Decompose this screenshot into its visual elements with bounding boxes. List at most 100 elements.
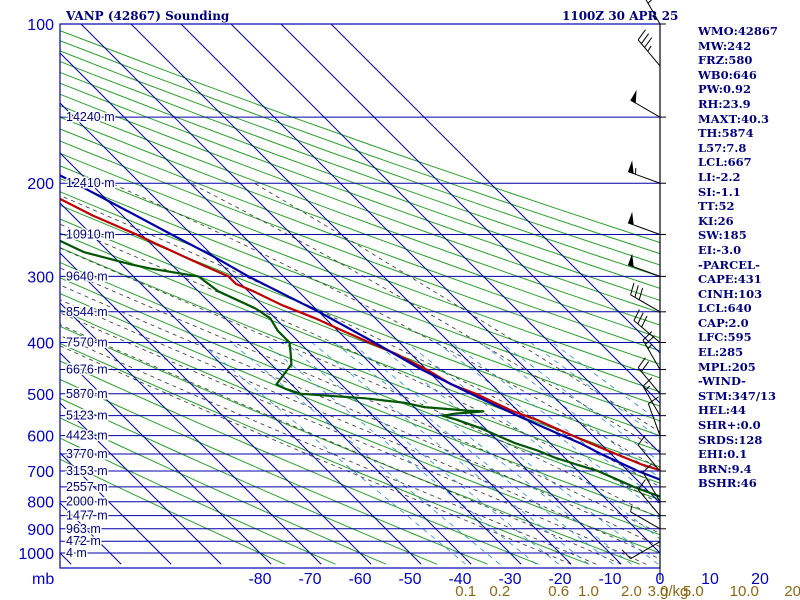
dry-adiabat-line — [60, 247, 660, 484]
pressure-tick-label: 300 — [27, 269, 54, 286]
mixing-ratio-tick-label: 3.0 — [648, 583, 669, 600]
dry-adiabat-line — [60, 82, 660, 301]
pressure-unit-label: mb — [32, 571, 54, 588]
dry-adiabat-line — [60, 178, 660, 407]
dry-adiabat-line — [60, 261, 660, 501]
height-label: 5123 m — [66, 409, 108, 423]
index-line: CAPE:431 — [698, 272, 762, 287]
mixing-ratio-line — [551, 342, 660, 423]
dewpoint-trace — [60, 239, 660, 498]
mixing-ratio-line — [374, 342, 659, 565]
dry-adiabat-line — [60, 360, 539, 565]
index-line: SHR+:0.0 — [698, 418, 761, 433]
dry-adiabat-line — [60, 116, 660, 339]
moist-adiabat-line — [60, 284, 660, 548]
isotherm-line — [60, 102, 522, 565]
mixing-ratio-tick-label: 5.0 — [683, 583, 704, 600]
moist-adiabat-line — [111, 182, 660, 470]
mixing-ratio-tick-label: 10.0 — [730, 583, 759, 600]
isotherm-line — [60, 302, 322, 565]
wind-barb — [647, 396, 661, 436]
temperature-tick-label: 20 — [751, 571, 769, 588]
dry-adiabat-line — [60, 342, 590, 565]
height-label: 472 m — [66, 534, 101, 548]
index-line: EHI:0.1 — [698, 447, 748, 462]
isotherm-line — [60, 152, 472, 565]
index-line: TT:52 — [698, 199, 735, 214]
indices-panel: WMO:42867 MW:242 FRZ:580 WB0:646 PW:0.92 RH:2… — [698, 24, 778, 491]
mixing-ratio-tick-label: 20.0 — [784, 583, 800, 600]
isotherm-line — [230, 24, 660, 454]
index-line: SW:185 — [698, 228, 747, 243]
isotherm-line — [60, 452, 172, 565]
index-line: -WIND- — [698, 374, 746, 389]
dry-adiabat-line — [60, 140, 660, 365]
index-line: CINH:103 — [698, 286, 763, 301]
wind-barb — [637, 479, 661, 516]
mixing-ratio-unit: g/kg — [660, 583, 688, 600]
isotherms — [60, 24, 660, 565]
isotherm-line — [60, 352, 272, 565]
moist-adiabat-line — [60, 299, 660, 560]
temperature-tick-label: -80 — [248, 571, 271, 588]
height-label: 3153 m — [66, 464, 108, 478]
height-label: 7570 m — [66, 335, 108, 349]
dry-adiabat-line — [60, 417, 387, 565]
temperature-tick-labels: -80-70-60-50-40-30-20-10010203040 — [248, 571, 769, 588]
wind-barb-column — [621, 0, 661, 560]
dry-adiabat-line — [60, 30, 660, 244]
index-line: LFC:595 — [698, 330, 752, 345]
isotherm-line — [60, 52, 572, 565]
dry-adiabat-line — [60, 277, 660, 518]
height-label: 4 m — [66, 546, 87, 560]
temperature-tick-label: 10 — [701, 571, 719, 588]
plot-border — [59, 23, 661, 569]
dry-adiabat-line — [60, 292, 660, 536]
index-line: BSHR:46 — [698, 476, 757, 491]
pressure-tick-label: 900 — [27, 522, 54, 539]
dry-adiabat-line — [60, 152, 660, 379]
isotherm-line — [130, 24, 660, 554]
observation-datetime: 1100Z 30 APR 25 — [562, 9, 679, 23]
height-labels: 14240 m 12410 m 10910 m 9640 m 8544 m 7570 m 6… — [65, 109, 117, 562]
dry-adiabat-line — [60, 218, 660, 452]
moist-adiabat-line — [60, 267, 660, 534]
height-label: 3770 m — [66, 447, 108, 461]
wind-barb — [630, 505, 661, 530]
index-line: HEL:44 — [698, 403, 746, 418]
moist-adiabat-line — [60, 247, 660, 520]
dry-adiabat-line — [60, 191, 660, 422]
mixing-ratio-line — [311, 342, 589, 565]
wind-barb — [645, 0, 661, 25]
height-label: 6676 m — [66, 363, 108, 377]
temperature-tick-label: -10 — [598, 571, 621, 588]
isotherm-line — [80, 24, 622, 565]
index-line: WB0:646 — [698, 67, 757, 82]
mixing-ratio-line — [284, 342, 559, 565]
isotherm-line — [60, 202, 422, 565]
index-line: RH:23.9 — [698, 96, 751, 111]
wind-barb — [633, 309, 661, 343]
pressure-tick-label: 700 — [27, 464, 54, 481]
wind-barb — [630, 89, 661, 118]
isotherm-line — [330, 24, 660, 354]
mixing-ratio-tick-label: 0.6 — [548, 583, 569, 600]
mixing-ratio-line — [406, 342, 660, 540]
wind-barb — [642, 331, 661, 370]
index-line: PW:0.92 — [698, 82, 752, 97]
mixing-ratio-line — [230, 342, 500, 565]
dry-adiabat-line — [60, 40, 660, 255]
parcel-trace — [60, 174, 660, 481]
wind-barb — [642, 463, 661, 502]
pressure-tick-labels: 100 200 300 400 500 600 700 800 900 1000 mb — [18, 17, 54, 588]
index-line: -PARCEL- — [698, 257, 760, 272]
height-label: 10910 m — [66, 228, 115, 242]
index-line: LI:-2.2 — [698, 169, 741, 184]
dry-adiabat-line — [60, 60, 660, 278]
wind-barb — [621, 541, 661, 560]
pressure-tick-label: 400 — [27, 335, 54, 352]
moist-adiabats — [60, 182, 660, 565]
height-label: 1477 m — [66, 509, 108, 523]
dry-adiabat-line — [60, 437, 336, 565]
